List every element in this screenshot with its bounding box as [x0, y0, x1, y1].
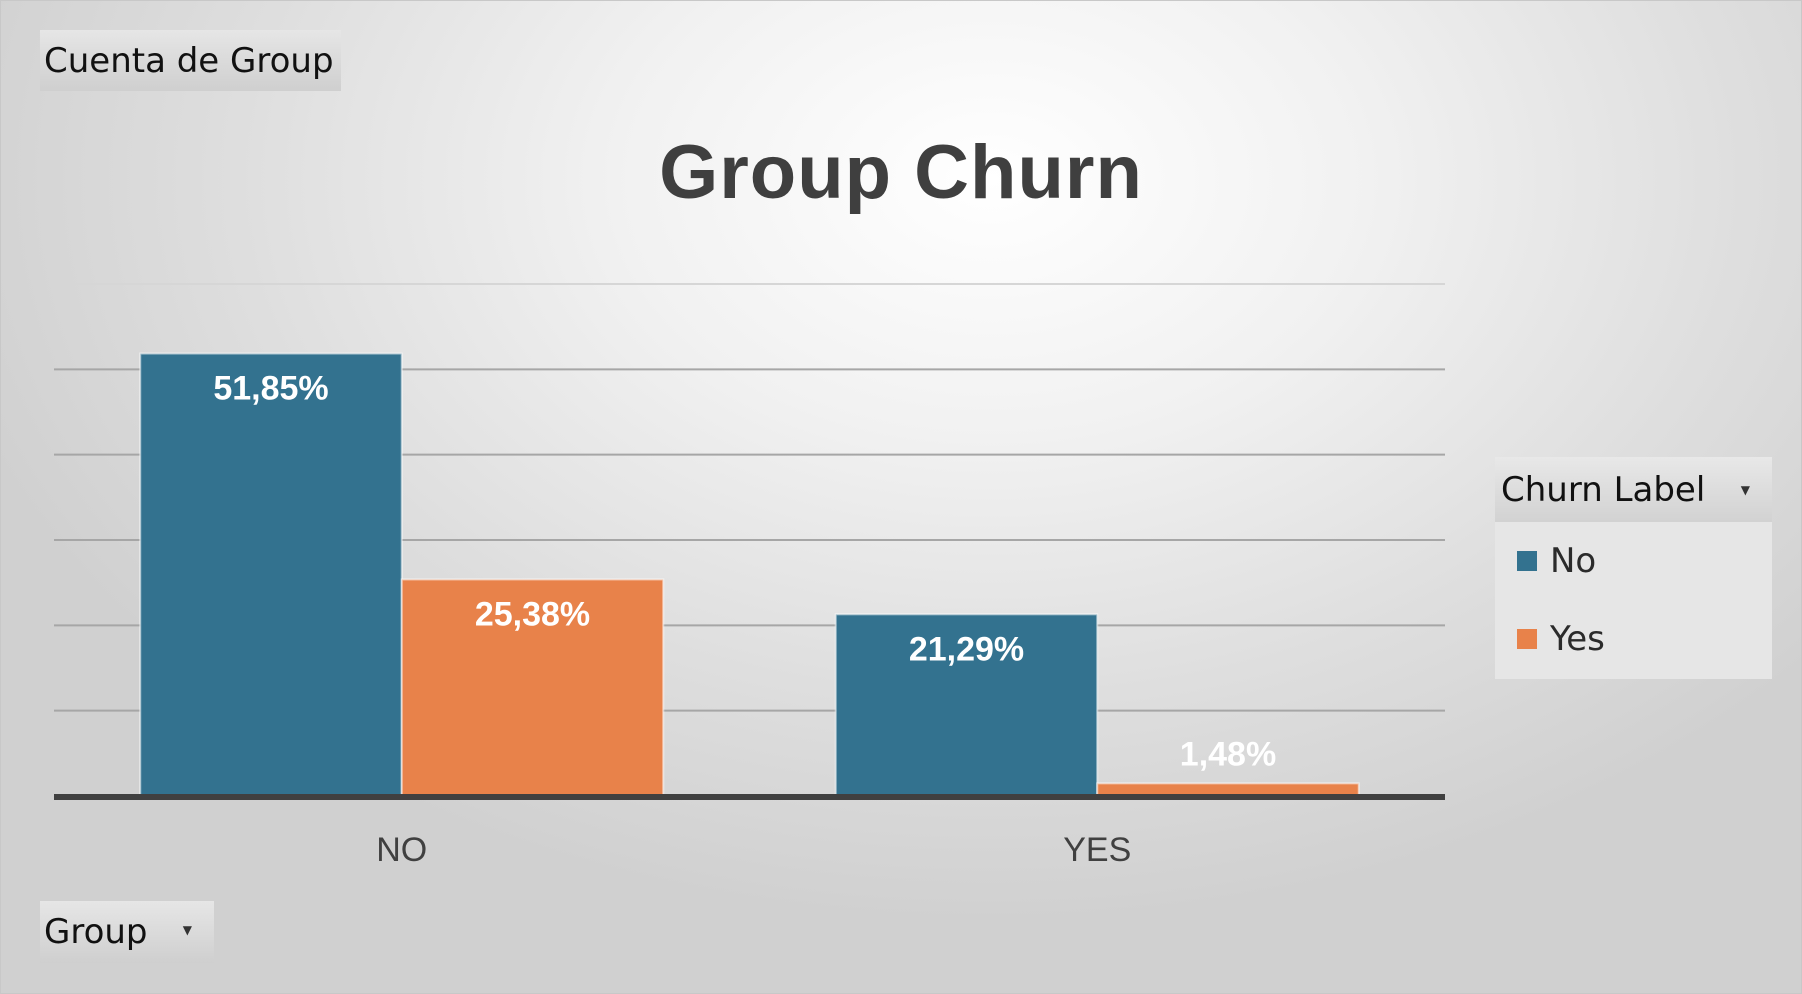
legend-item-no[interactable]: No [1495, 522, 1772, 600]
legend-swatch-no [1517, 551, 1537, 571]
data-label-no-yes: 21,29% [909, 630, 1024, 668]
dropdown-arrow-icon: ▼ [182, 923, 192, 937]
dropdown-arrow-icon: ▼ [1740, 483, 1750, 497]
value-field-label: Cuenta de Group [44, 40, 334, 81]
x-tick-label: NO [376, 831, 427, 869]
legend-label-yes: Yes [1550, 619, 1605, 659]
chart-title: Group Churn [659, 130, 1143, 215]
legend-swatch-yes [1517, 629, 1537, 649]
x-tick-label: YES [1063, 831, 1131, 869]
legend-title: Churn Label [1501, 469, 1706, 510]
legend: Churn Label ▼ No Yes [1495, 457, 1772, 679]
bar-yes-no [400, 578, 665, 798]
data-label-yes-no: 25,38% [475, 595, 590, 633]
axis-field-label: Group [44, 912, 148, 952]
data-label-no-no: 51,85% [213, 370, 328, 408]
legend-item-yes[interactable]: Yes [1495, 600, 1772, 678]
value-field-button[interactable]: Cuenta de Group [40, 30, 341, 91]
legend-filter-button[interactable]: Churn Label ▼ [1495, 457, 1772, 522]
legend-label-no: No [1550, 541, 1597, 581]
bar-no-no [139, 352, 403, 797]
data-label-yes-yes: 1,48% [1180, 735, 1276, 773]
bar-no-yes [834, 613, 1099, 797]
axis-field-button[interactable]: Group ▼ [40, 901, 214, 963]
